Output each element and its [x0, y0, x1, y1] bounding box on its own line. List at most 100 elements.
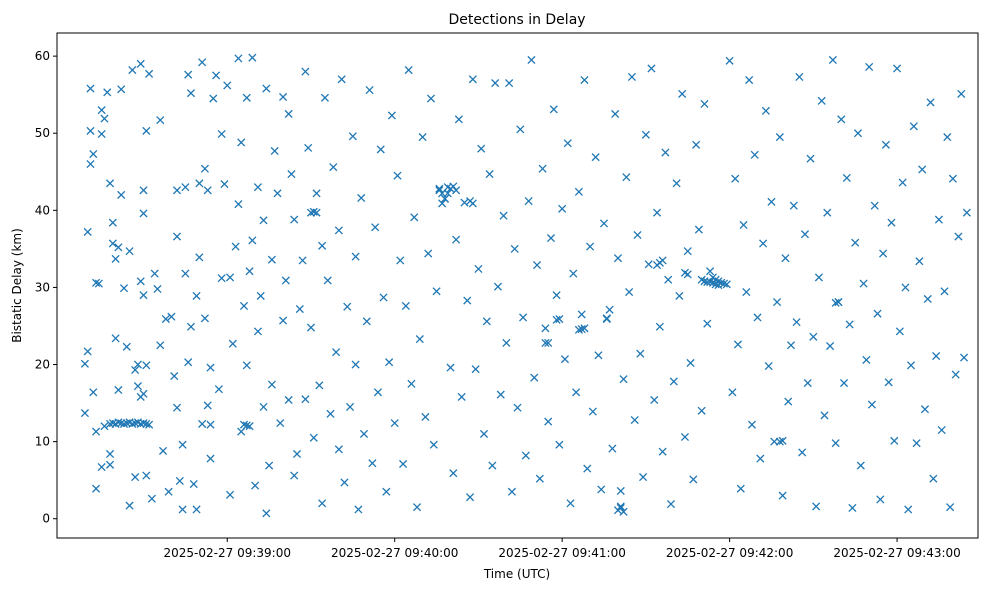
data-point: [153, 284, 162, 294]
data-point: [823, 208, 832, 217]
chart-title: Detections in Delay: [448, 12, 585, 28]
data-point: [895, 327, 904, 336]
data-point: [139, 209, 148, 218]
data-point: [471, 365, 480, 374]
x-tick-label: 2025-02-27 09:39:00: [164, 546, 291, 560]
data-point: [231, 242, 240, 251]
data-point: [131, 365, 140, 374]
data-point: [214, 385, 223, 394]
data-point: [781, 254, 790, 263]
data-point: [114, 243, 123, 252]
data-point: [186, 89, 196, 98]
data-point: [636, 349, 645, 358]
data-point: [814, 273, 823, 282]
data-point: [195, 253, 204, 262]
data-point: [739, 220, 748, 230]
data-point: [692, 140, 701, 149]
data-point: [775, 133, 784, 142]
data-point: [546, 234, 556, 243]
data-point: [572, 388, 581, 397]
data-point: [345, 402, 355, 411]
data-point: [460, 198, 469, 207]
data-point: [496, 390, 505, 399]
data-point: [519, 313, 528, 322]
data-point: [574, 187, 583, 196]
data-point: [865, 62, 874, 71]
data-point: [100, 114, 109, 123]
data-point: [365, 85, 374, 95]
data-point: [619, 507, 628, 516]
data-point: [541, 324, 550, 333]
data-point: [212, 71, 221, 80]
data-point: [175, 476, 184, 486]
data-point: [580, 75, 589, 85]
data-point: [544, 417, 553, 426]
data-point: [658, 447, 667, 456]
data-point: [276, 419, 285, 428]
data-point: [541, 338, 550, 347]
data-point: [937, 426, 946, 435]
data-point: [323, 276, 332, 285]
data-point: [535, 474, 544, 483]
data-point: [750, 150, 759, 159]
y-axis-label: Bistatic Delay (km): [10, 228, 24, 343]
data-point: [881, 140, 890, 149]
data-point: [170, 372, 179, 381]
data-point: [493, 282, 503, 291]
data-point: [80, 359, 89, 368]
data-point: [312, 208, 321, 217]
data-point: [424, 249, 433, 258]
data-point: [820, 411, 829, 420]
data-point: [890, 436, 899, 445]
data-point: [105, 449, 115, 459]
data-point: [139, 186, 148, 195]
data-point: [440, 194, 449, 203]
data-point: [577, 325, 586, 334]
data-point: [399, 459, 408, 469]
data-point: [731, 174, 740, 183]
data-point: [736, 484, 745, 493]
data-point: [856, 461, 865, 470]
data-point: [803, 378, 812, 388]
data-point: [714, 281, 723, 290]
data-point: [382, 487, 391, 496]
data-point: [664, 275, 673, 284]
data-point: [292, 449, 302, 459]
data-point: [683, 270, 692, 279]
data-point: [125, 247, 134, 256]
data-point: [703, 319, 712, 328]
data-point: [898, 178, 907, 187]
data-point: [312, 189, 321, 198]
data-point: [569, 269, 578, 278]
data-point: [301, 395, 310, 404]
data-point: [951, 370, 960, 379]
data-point: [906, 361, 916, 370]
data-point: [672, 179, 681, 188]
data-point: [580, 324, 589, 333]
data-point: [128, 65, 137, 75]
data-point: [558, 204, 567, 213]
data-point: [287, 170, 296, 179]
data-point: [198, 419, 207, 428]
data-point: [396, 256, 405, 265]
data-point: [131, 473, 140, 482]
data-point: [242, 93, 251, 102]
data-point: [465, 493, 475, 502]
data-point: [97, 463, 106, 472]
data-point: [114, 385, 123, 395]
data-point: [622, 173, 631, 182]
x-tick-label: 2025-02-27 09:43:00: [833, 546, 960, 560]
data-point: [491, 79, 500, 88]
data-point: [373, 388, 383, 397]
data-point: [117, 190, 126, 199]
data-point: [404, 65, 413, 75]
data-point: [348, 132, 357, 141]
data-point: [203, 401, 212, 410]
data-point: [602, 314, 611, 323]
data-point: [270, 146, 279, 156]
data-point: [583, 464, 592, 473]
data-point: [368, 459, 377, 468]
data-point: [435, 184, 444, 193]
y-tick-label: 40: [35, 203, 50, 217]
